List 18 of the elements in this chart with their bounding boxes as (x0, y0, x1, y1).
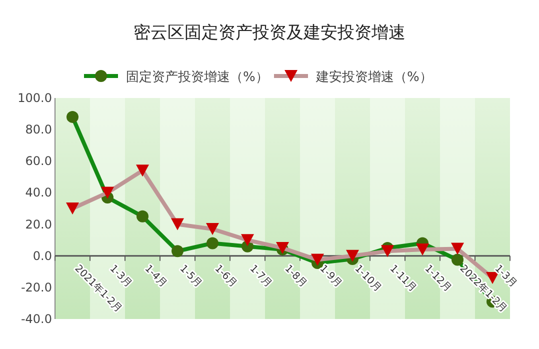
point (206, 237, 218, 250)
x-tick-label: 1-7月 (247, 263, 274, 290)
legend-label: 建安投资增速（%） (315, 69, 432, 85)
y-tick-label: 60.0 (25, 154, 52, 168)
y-tick-label: -40.0 (20, 312, 52, 326)
y-tick-label: 20.0 (25, 217, 52, 232)
point (452, 254, 464, 266)
chart-title: 密云区固定资产投资及建安投资增速 (134, 23, 406, 43)
y-tick-label: 80.0 (25, 122, 52, 137)
point (172, 245, 184, 258)
x-tick-label: 1-4月 (142, 263, 169, 290)
point (66, 110, 78, 123)
y-tick-label: 0.0 (32, 248, 52, 263)
y-tick-label: 40.0 (25, 186, 52, 200)
y-tick-label: -20.0 (20, 280, 52, 294)
legend-label: 固定资产投资增速（%） (126, 70, 268, 85)
y-tick-label: 100.0 (18, 91, 52, 105)
point (136, 210, 148, 222)
